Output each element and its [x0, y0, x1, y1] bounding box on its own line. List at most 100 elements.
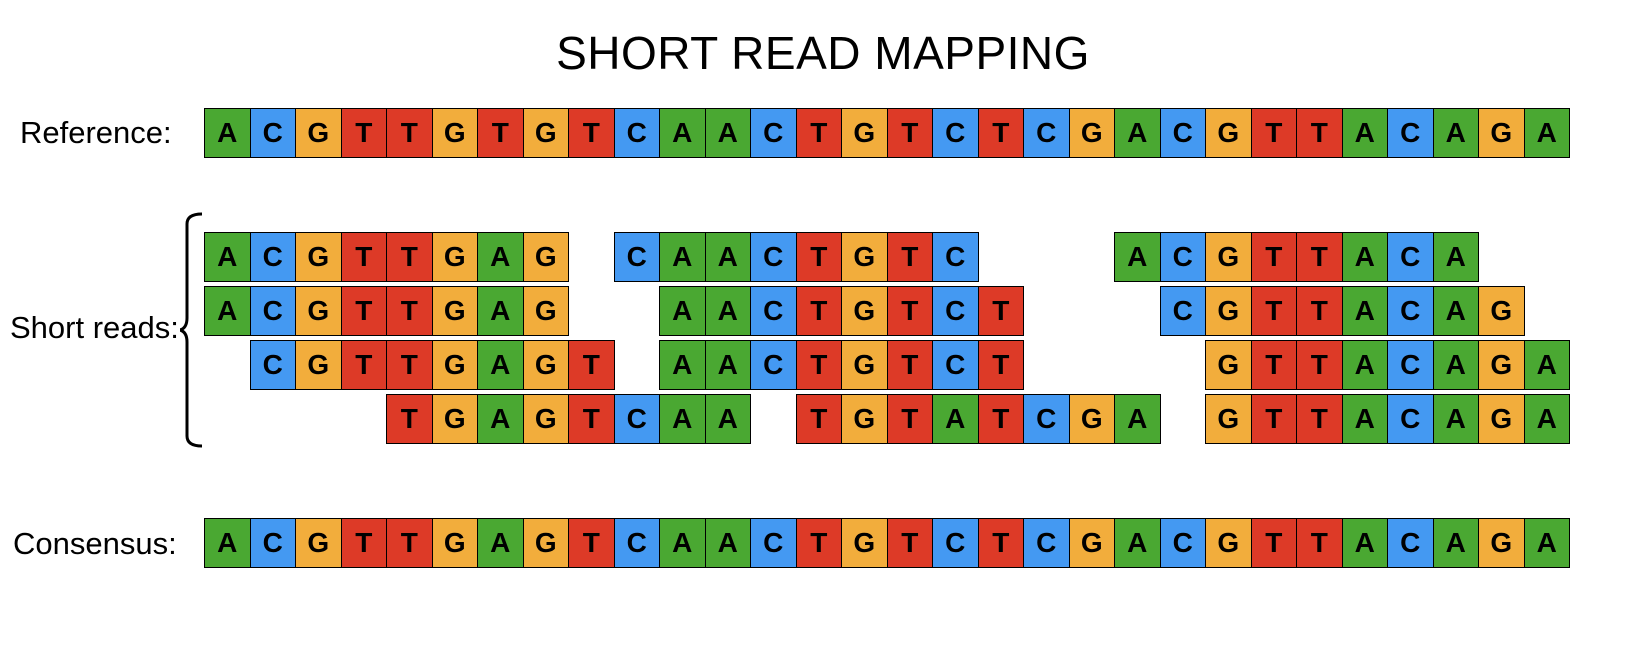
- read-base-t: T: [977, 286, 1024, 336]
- consensus-base-a: A: [477, 518, 524, 568]
- reference-base-a: A: [1523, 108, 1570, 158]
- read-base-a: A: [1523, 394, 1570, 444]
- read-base-a: A: [1114, 232, 1161, 282]
- read-base-a: A: [932, 394, 979, 444]
- reference-base-c: C: [1387, 108, 1434, 158]
- read-base-a: A: [1341, 394, 1388, 444]
- reference-base-t: T: [477, 108, 524, 158]
- read-base-c: C: [249, 232, 296, 282]
- read-base-a: A: [477, 340, 524, 390]
- read-base-g: G: [431, 394, 478, 444]
- read-base-g: G: [522, 286, 569, 336]
- consensus-base-t: T: [886, 518, 933, 568]
- read-base-c: C: [1387, 286, 1434, 336]
- read-base-g: G: [522, 394, 569, 444]
- read-base-g: G: [431, 286, 478, 336]
- read-base-c: C: [613, 232, 660, 282]
- reference-label: Reference:: [20, 115, 172, 150]
- consensus-base-a: A: [1523, 518, 1570, 568]
- read-base-c: C: [932, 286, 979, 336]
- read-base-t: T: [1250, 232, 1297, 282]
- read-base-a: A: [204, 286, 251, 336]
- read-base-c: C: [750, 232, 797, 282]
- reference-base-g: G: [1068, 108, 1115, 158]
- read-base-t: T: [886, 232, 933, 282]
- read-base-c: C: [613, 394, 660, 444]
- read-base-a: A: [1432, 340, 1479, 390]
- read-base-a: A: [659, 232, 706, 282]
- consensus-base-a: A: [1341, 518, 1388, 568]
- read-base-t: T: [386, 232, 433, 282]
- consensus-base-a: A: [704, 518, 751, 568]
- reference-base-a: A: [704, 108, 751, 158]
- read-base-a: A: [1114, 394, 1161, 444]
- read-base-c: C: [1159, 286, 1206, 336]
- read-base-g: G: [1478, 394, 1525, 444]
- read-base-t: T: [1296, 340, 1343, 390]
- read-base-g: G: [1478, 286, 1525, 336]
- read-base-c: C: [1387, 340, 1434, 390]
- read-base-a: A: [704, 340, 751, 390]
- consensus-base-g: G: [1478, 518, 1525, 568]
- read-base-t: T: [568, 340, 615, 390]
- consensus-base-t: T: [386, 518, 433, 568]
- read-base-a: A: [1432, 394, 1479, 444]
- read-base-c: C: [750, 340, 797, 390]
- consensus-label: Consensus:: [13, 526, 177, 561]
- read-base-a: A: [1432, 286, 1479, 336]
- read-base-c: C: [1023, 394, 1070, 444]
- consensus-base-t: T: [1296, 518, 1343, 568]
- consensus-base-g: G: [1205, 518, 1252, 568]
- read-base-a: A: [659, 340, 706, 390]
- read-base-t: T: [886, 340, 933, 390]
- reference-base-c: C: [1159, 108, 1206, 158]
- read-base-c: C: [1387, 394, 1434, 444]
- reference-base-c: C: [932, 108, 979, 158]
- read-base-t: T: [1296, 286, 1343, 336]
- reference-base-g: G: [431, 108, 478, 158]
- read-base-a: A: [477, 232, 524, 282]
- read-base-g: G: [295, 340, 342, 390]
- diagram-title: SHORT READ MAPPING: [556, 27, 1090, 79]
- read-base-c: C: [249, 340, 296, 390]
- consensus-base-c: C: [1023, 518, 1070, 568]
- read-base-a: A: [204, 232, 251, 282]
- read-base-t: T: [568, 394, 615, 444]
- read-base-g: G: [1205, 340, 1252, 390]
- consensus-base-g: G: [841, 518, 888, 568]
- reference-base-g: G: [1478, 108, 1525, 158]
- read-base-t: T: [795, 286, 842, 336]
- read-base-t: T: [1250, 340, 1297, 390]
- consensus-base-c: C: [613, 518, 660, 568]
- reference-base-a: A: [204, 108, 251, 158]
- read-base-t: T: [386, 394, 433, 444]
- consensus-base-t: T: [1250, 518, 1297, 568]
- read-base-a: A: [1523, 340, 1570, 390]
- read-base-g: G: [1205, 394, 1252, 444]
- consensus-base-a: A: [1432, 518, 1479, 568]
- consensus-base-a: A: [1114, 518, 1161, 568]
- read-base-g: G: [841, 286, 888, 336]
- read-base-t: T: [386, 340, 433, 390]
- reference-base-c: C: [613, 108, 660, 158]
- reference-base-t: T: [568, 108, 615, 158]
- consensus-base-t: T: [340, 518, 387, 568]
- read-base-g: G: [295, 232, 342, 282]
- read-base-g: G: [1068, 394, 1115, 444]
- consensus-base-a: A: [659, 518, 706, 568]
- read-base-g: G: [295, 286, 342, 336]
- reference-base-a: A: [659, 108, 706, 158]
- read-base-a: A: [477, 394, 524, 444]
- reference-base-g: G: [1205, 108, 1252, 158]
